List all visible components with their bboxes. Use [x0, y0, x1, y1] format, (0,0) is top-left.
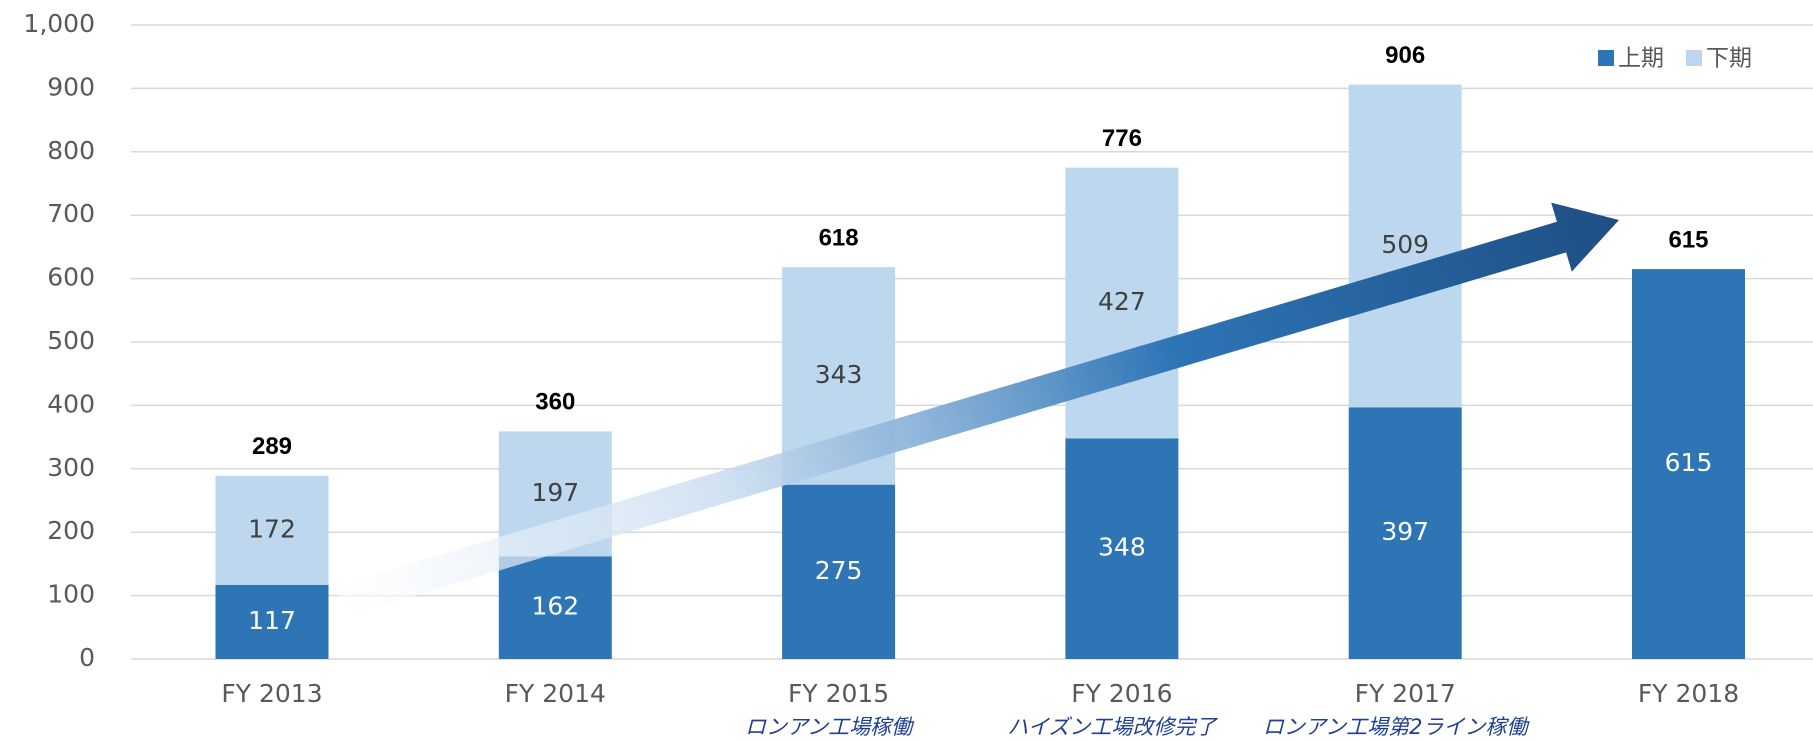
x-tick-label: FY 2018 [1638, 679, 1739, 708]
y-tick-label: 200 [47, 516, 95, 545]
y-tick-label: 1,000 [23, 9, 95, 38]
bar-segment [1348, 407, 1462, 659]
y-tick-label: 900 [47, 72, 95, 101]
trend-arrow [336, 202, 1619, 617]
bar-value-label: 509 [1381, 230, 1429, 259]
bar-value-label: 615 [1665, 448, 1713, 477]
legend-swatch [1686, 50, 1702, 66]
legend-label: 下期 [1706, 46, 1752, 72]
y-tick-label: 500 [47, 326, 95, 355]
category-note: ロンアン工場稼働 [745, 715, 915, 739]
y-tick-label: 600 [47, 263, 95, 292]
bar-value-label: 343 [815, 360, 863, 389]
bar-value-label: 397 [1381, 517, 1429, 546]
total-label: 618 [819, 225, 859, 252]
y-tick-label: 300 [47, 453, 95, 482]
bar-value-label: 427 [1098, 287, 1146, 316]
x-tick-label: FY 2013 [221, 679, 322, 708]
bar-segment [215, 584, 329, 659]
bar-value-label: 117 [248, 606, 296, 635]
total-label: 906 [1385, 42, 1425, 69]
bar-segment [215, 475, 329, 585]
x-tick-label: FY 2014 [505, 679, 606, 708]
plot: 0 100 200 300 400 500 600 700 800 900 1,000 117 172 2… [23, 9, 1813, 739]
legend-swatch [1598, 50, 1614, 66]
x-tick-label: FY 2016 [1071, 679, 1172, 708]
y-tick-label: 800 [47, 136, 95, 165]
total-label: 776 [1102, 125, 1142, 152]
bar-value-label: 162 [531, 592, 579, 621]
bar-segment [1065, 438, 1179, 659]
x-tick-label: FY 2015 [788, 679, 889, 708]
category-note: ハイズン工場改修完了 [1007, 715, 1218, 739]
total-label: 289 [252, 433, 292, 460]
bar-segment [498, 556, 612, 659]
legend-label: 上期 [1618, 46, 1664, 72]
y-tick-label: 0 [79, 643, 95, 672]
bar-value-label: 172 [248, 514, 296, 543]
y-tick-label: 100 [47, 580, 95, 609]
x-tick-label: FY 2017 [1355, 679, 1456, 708]
y-tick-label: 700 [47, 199, 95, 228]
bar-segment [782, 484, 896, 659]
bar-value-label: 275 [815, 556, 863, 585]
total-label: 615 [1668, 226, 1708, 253]
y-tick-label: 400 [47, 389, 95, 418]
category-note: ロンアン工場第2ライン稼働 [1263, 715, 1531, 739]
bar-segment [1348, 84, 1462, 408]
bar-segment [1632, 269, 1745, 659]
bar-value-label: 348 [1098, 533, 1146, 562]
total-label: 360 [535, 389, 575, 416]
bar-value-label: 197 [531, 478, 579, 507]
